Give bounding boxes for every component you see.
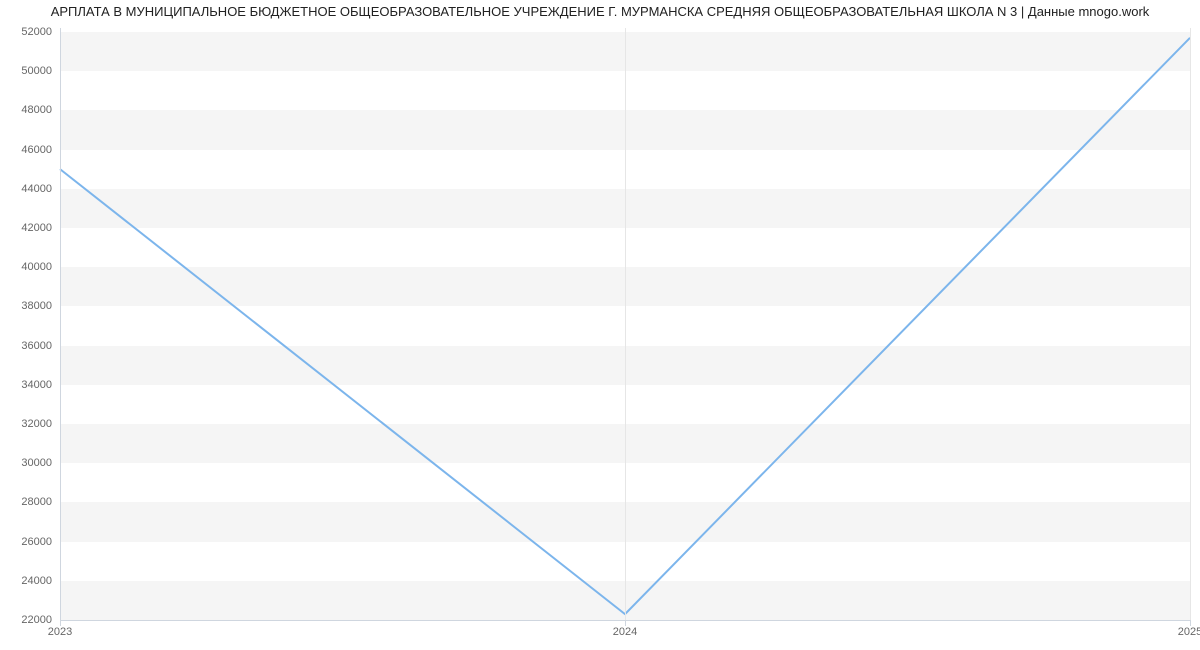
xtick-label: 2023	[48, 626, 72, 638]
ytick-label: 22000	[21, 614, 52, 626]
xtick-label: 2024	[613, 626, 637, 638]
ytick-label: 52000	[21, 26, 52, 38]
ytick-label: 44000	[21, 183, 52, 195]
y-axis-line	[60, 28, 61, 620]
xtick-label: 2025	[1178, 626, 1200, 638]
ytick-label: 46000	[21, 144, 52, 156]
ytick-label: 24000	[21, 575, 52, 587]
ytick-label: 26000	[21, 536, 52, 548]
gridline-vertical	[1190, 28, 1191, 620]
ytick-label: 36000	[21, 340, 52, 352]
ytick-label: 42000	[21, 222, 52, 234]
ytick-label: 48000	[21, 104, 52, 116]
x-axis-line	[60, 620, 1190, 621]
ytick-label: 40000	[21, 261, 52, 273]
ytick-label: 38000	[21, 300, 52, 312]
ytick-label: 28000	[21, 496, 52, 508]
ytick-label: 34000	[21, 379, 52, 391]
ytick-label: 50000	[21, 65, 52, 77]
chart-container: АРПЛАТА В МУНИЦИПАЛЬНОЕ БЮДЖЕТНОЕ ОБЩЕОБ…	[0, 0, 1200, 650]
ytick-label: 32000	[21, 418, 52, 430]
gridline-vertical	[625, 28, 626, 620]
ytick-label: 30000	[21, 457, 52, 469]
plot-area: 2023202420252200024000260002800030000320…	[60, 28, 1190, 620]
chart-title: АРПЛАТА В МУНИЦИПАЛЬНОЕ БЮДЖЕТНОЕ ОБЩЕОБ…	[0, 4, 1200, 19]
